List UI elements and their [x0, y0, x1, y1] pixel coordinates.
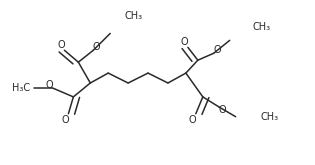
- Text: O: O: [213, 45, 221, 55]
- Text: O: O: [93, 42, 100, 52]
- Text: O: O: [61, 115, 69, 125]
- Text: O: O: [218, 105, 226, 115]
- Text: CH₃: CH₃: [125, 11, 143, 21]
- Text: H₃C: H₃C: [12, 83, 31, 93]
- Text: CH₃: CH₃: [253, 22, 271, 32]
- Text: CH₃: CH₃: [261, 112, 279, 122]
- Text: O: O: [45, 80, 53, 90]
- Text: O: O: [181, 37, 189, 47]
- Text: O: O: [189, 115, 197, 125]
- Text: O: O: [57, 40, 65, 50]
